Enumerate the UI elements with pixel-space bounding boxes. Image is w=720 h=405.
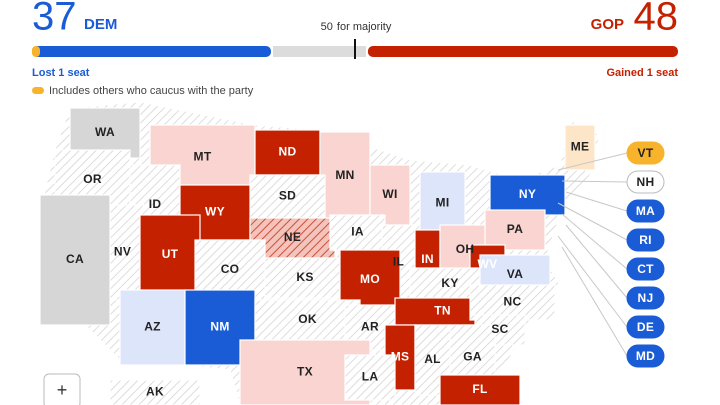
state-shape xyxy=(319,131,371,221)
gop-change: Gained 1 seat xyxy=(606,67,678,79)
state-label: TX xyxy=(297,365,313,379)
small-state-label: MA xyxy=(636,204,655,218)
state-label: FL xyxy=(472,382,487,396)
state-label: ID xyxy=(149,197,162,211)
small-state-pill xyxy=(626,257,665,281)
state-label: SD xyxy=(279,189,296,203)
small-state-pill xyxy=(626,286,665,310)
state-label: OH xyxy=(456,242,475,256)
undecided-segment xyxy=(273,46,366,57)
connector xyxy=(565,224,628,299)
seat-bar xyxy=(32,39,678,59)
state-shape xyxy=(39,194,111,326)
dem-party: DEM xyxy=(84,16,117,33)
state-shape xyxy=(139,214,201,296)
note-swatch xyxy=(32,87,44,94)
state-label: CO xyxy=(221,262,240,276)
small-state-label: RI xyxy=(639,233,652,247)
small-state-pill xyxy=(626,315,665,339)
state-label: VA xyxy=(507,267,523,281)
gop-segment xyxy=(367,46,678,57)
state-label: IA xyxy=(351,225,364,239)
state-label: AZ xyxy=(144,320,161,334)
zoom-label[interactable]: + xyxy=(57,380,68,400)
state-label: WA xyxy=(95,125,115,139)
state-label: NM xyxy=(210,320,229,334)
zoom-button-box[interactable] xyxy=(43,373,81,405)
small-state-pill xyxy=(626,170,665,194)
state-label: IN xyxy=(421,252,434,266)
gop-seats: 48 xyxy=(634,0,679,39)
state-label: PA xyxy=(507,222,523,236)
dem-seats: 37 xyxy=(32,0,77,39)
gop-party: GOP xyxy=(591,16,624,33)
majority-text: for majority xyxy=(337,21,392,33)
state-shape xyxy=(254,129,321,176)
state-label: ND xyxy=(279,145,297,159)
connector xyxy=(557,152,628,171)
state-label: WY xyxy=(205,205,225,219)
majority-label: 50 for majority xyxy=(321,21,392,33)
state-label: AR xyxy=(361,320,379,334)
state-label: LA xyxy=(362,370,379,384)
state-label: UT xyxy=(162,247,179,261)
state-shape xyxy=(484,209,546,251)
state-shape xyxy=(344,354,396,401)
state-label: ME xyxy=(571,140,590,154)
state-label: GA xyxy=(463,350,482,364)
small-state-pill xyxy=(626,141,665,165)
connector xyxy=(557,235,628,328)
connector xyxy=(561,213,628,270)
state-shape xyxy=(264,257,346,299)
connector xyxy=(557,202,628,241)
state-label: NC xyxy=(504,295,522,309)
connector xyxy=(565,191,628,212)
state-label: MN xyxy=(335,168,354,182)
state-label: NV xyxy=(114,245,131,259)
state-label: WI xyxy=(382,187,397,201)
small-state-label: CT xyxy=(637,262,654,276)
state-label: KY xyxy=(441,276,458,290)
state-shape xyxy=(489,174,566,216)
small-state-pill xyxy=(626,228,665,252)
connector xyxy=(561,246,628,357)
small-state-pill xyxy=(626,199,665,223)
small-state-label: NH xyxy=(637,175,655,189)
state-label: WV xyxy=(478,257,498,271)
small-state-label: DE xyxy=(637,320,654,334)
state-label: KS xyxy=(296,270,313,284)
small-state-label: VT xyxy=(638,146,654,160)
state-label: NE xyxy=(284,230,301,244)
note: Includes others who caucus with the part… xyxy=(49,85,254,97)
state-label: TN xyxy=(434,304,451,318)
state-label: IL xyxy=(393,255,404,269)
majority-number: 50 xyxy=(321,21,333,33)
header: 37 DEM 50 for majority GOP 48 Lost 1 seat… xyxy=(32,0,678,97)
state-label: MI xyxy=(436,196,450,210)
state-label: OK xyxy=(298,312,317,326)
state-label: MO xyxy=(360,272,380,286)
state-shape xyxy=(109,379,201,405)
state-label: NY xyxy=(519,187,536,201)
state-shape xyxy=(254,299,361,341)
state-shape xyxy=(469,284,556,321)
small-state-pill xyxy=(626,344,665,368)
connector xyxy=(561,180,628,183)
caucus-segment xyxy=(32,46,40,57)
zoom-in-button[interactable]: + xyxy=(43,373,81,405)
state-label: MT xyxy=(194,150,212,164)
state-label: CA xyxy=(66,252,84,266)
state-label: OR xyxy=(83,172,102,186)
dem-change: Lost 1 seat xyxy=(32,67,90,79)
small-state-label: MD xyxy=(636,349,655,363)
state-shape xyxy=(439,374,521,405)
state-label: AK xyxy=(146,385,164,399)
state-label: SC xyxy=(491,322,508,336)
state-label: AL xyxy=(424,352,441,366)
state-label: MS xyxy=(391,350,410,364)
small-state-label: NJ xyxy=(638,291,654,305)
us-map: WA MT ND MN ME OR ID SD WI NY WY MI NE IA NV UT CO IL IN OH… xyxy=(39,101,665,405)
dem-segment xyxy=(32,46,272,57)
